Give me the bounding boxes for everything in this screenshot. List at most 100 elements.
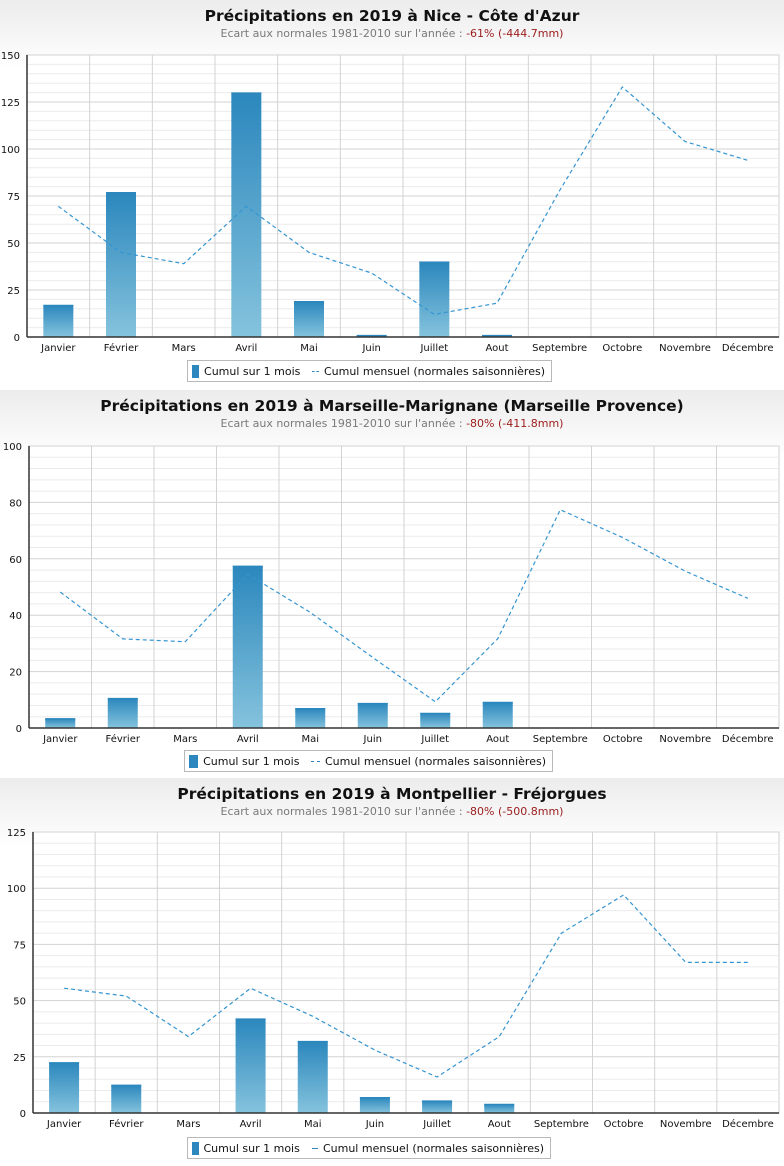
bar xyxy=(482,702,513,728)
x-tick-label: Aout xyxy=(488,1119,511,1130)
x-tick-label: Juin xyxy=(361,343,380,354)
y-tick-label: 75 xyxy=(13,940,26,951)
y-tick-label: 50 xyxy=(7,239,20,250)
bar xyxy=(49,1062,80,1113)
legend-line-label: Cumul mensuel (normales saisonnières) xyxy=(323,364,545,378)
y-tick-label: 20 xyxy=(9,668,22,679)
bar xyxy=(359,1097,390,1113)
legend-line-swatch xyxy=(311,1147,318,1149)
y-tick-label: 100 xyxy=(1,145,20,156)
x-tick-label: Avril xyxy=(240,1119,262,1130)
subtitle-delta: -80% (-411.8mm) xyxy=(466,417,564,430)
y-tick-label: 100 xyxy=(3,442,22,453)
chart-plot: 0 25 50 75 100 125 Janvier Février Mars Avril Mai J… xyxy=(7,828,780,1130)
y-tick-label: 0 xyxy=(14,333,20,344)
legend-bar-swatch xyxy=(192,1141,199,1155)
bar xyxy=(357,703,388,728)
bar xyxy=(232,565,263,728)
x-tick-label: Avril xyxy=(237,734,259,745)
normals-line xyxy=(64,894,748,1078)
subtitle-prefix: Ecart aux normales 1981-2010 sur l'année… xyxy=(220,417,463,430)
x-tick-label: Juin xyxy=(365,1119,384,1130)
legend-bar-label: Cumul sur 1 mois xyxy=(203,1141,300,1155)
bar xyxy=(422,1100,453,1113)
bar xyxy=(294,301,324,337)
x-tick-label: Aout xyxy=(486,734,509,745)
x-tick-label: Mars xyxy=(172,343,196,354)
legend-line-swatch xyxy=(312,370,319,372)
legend-bar-label: Cumul sur 1 mois xyxy=(204,364,301,378)
x-tick-label: Mars xyxy=(176,1119,200,1130)
normals-line xyxy=(57,86,748,316)
chart-plot: 0 25 50 75 100 125 150 Janvier Février Mars Avril M… xyxy=(1,51,780,354)
legend-line-label: Cumul mensuel (normales saisonnières) xyxy=(322,1141,544,1155)
chart-subtitle: Ecart aux normales 1981-2010 sur l'année… xyxy=(0,417,784,430)
chart-legend[interactable]: Cumul sur 1 mois Cumul mensuel (normales … xyxy=(184,750,553,772)
y-tick-label: 125 xyxy=(7,828,26,839)
legend-bar-label: Cumul sur 1 mois xyxy=(203,754,300,768)
x-tick-label: Avril xyxy=(235,343,257,354)
bar xyxy=(106,192,136,337)
chart-title: Précipitations en 2019 à Montpellier - F… xyxy=(177,785,607,803)
y-tick-label: 25 xyxy=(7,286,20,297)
x-tick-label: Septembre xyxy=(532,343,587,354)
y-tick-label: 75 xyxy=(7,192,20,203)
bar xyxy=(420,713,451,728)
chart-panel-marseille: Précipitations en 2019 à Marseille-Marig… xyxy=(0,390,784,776)
chart-title: Précipitations en 2019 à Nice - Côte d'A… xyxy=(204,7,580,25)
chart-panel-montpellier: Précipitations en 2019 à Montpellier - F… xyxy=(0,778,784,1166)
x-tick-label: Octobre xyxy=(604,1119,644,1130)
x-tick-label: Novembre xyxy=(659,343,711,354)
bar xyxy=(231,92,262,337)
subtitle-delta: -61% (-444.7mm) xyxy=(466,27,564,40)
x-tick-label: Février xyxy=(104,342,139,354)
bar xyxy=(419,261,450,337)
bar xyxy=(297,1041,328,1113)
chart-subtitle: Ecart aux normales 1981-2010 sur l'année… xyxy=(0,805,784,818)
bar xyxy=(484,1104,515,1113)
x-tick-label: Juillet xyxy=(419,343,448,354)
x-tick-label: Décembre xyxy=(722,1118,774,1130)
y-tick-label: 125 xyxy=(1,98,20,109)
subtitle-prefix: Ecart aux normales 1981-2010 sur l'année… xyxy=(220,805,463,818)
x-tick-label: Janvier xyxy=(42,734,78,745)
x-tick-label: Novembre xyxy=(660,1119,712,1130)
bar xyxy=(45,718,76,728)
x-tick-label: Juillet xyxy=(422,1119,451,1130)
x-tick-label: Mai xyxy=(304,1119,322,1130)
x-tick-label: Mars xyxy=(173,734,197,745)
chart-legend[interactable]: Cumul sur 1 mois Cumul mensuel (normales … xyxy=(187,1137,551,1159)
bar xyxy=(235,1018,266,1113)
chart-plot: 0 20 40 60 80 100 Janvier Février Mars Avril Mai Ju… xyxy=(3,442,780,745)
x-tick-label: Juillet xyxy=(420,734,449,745)
x-tick-label: Septembre xyxy=(534,1119,589,1130)
y-tick-label: 60 xyxy=(9,555,22,566)
y-tick-label: 0 xyxy=(20,1109,26,1120)
y-tick-label: 25 xyxy=(13,1053,26,1064)
y-tick-label: 50 xyxy=(13,997,26,1008)
x-tick-label: Décembre xyxy=(722,733,774,745)
y-tick-label: 80 xyxy=(9,498,22,509)
x-tick-label: Janvier xyxy=(46,1119,82,1130)
normals-line xyxy=(59,508,749,703)
x-tick-label: Juin xyxy=(363,734,382,745)
legend-bar-swatch xyxy=(189,754,199,768)
chart-legend[interactable]: Cumul sur 1 mois Cumul mensuel (normales … xyxy=(187,360,552,382)
x-tick-label: Novembre xyxy=(659,734,711,745)
chart-title: Précipitations en 2019 à Marseille-Marig… xyxy=(100,397,684,415)
legend-line-swatch xyxy=(311,760,320,762)
chart-panel-nice: Précipitations en 2019 à Nice - Côte d'A… xyxy=(0,0,784,388)
subtitle-prefix: Ecart aux normales 1981-2010 sur l'année… xyxy=(220,27,463,40)
x-tick-label: Octobre xyxy=(602,343,642,354)
x-tick-label: Mai xyxy=(300,343,318,354)
x-tick-label: Aout xyxy=(485,343,508,354)
x-tick-label: Janvier xyxy=(40,343,76,354)
y-tick-label: 40 xyxy=(9,611,22,622)
legend-bar-swatch xyxy=(192,364,200,378)
chart-subtitle: Ecart aux normales 1981-2010 sur l'année… xyxy=(0,27,784,40)
y-tick-label: 100 xyxy=(7,884,26,895)
legend-line-label: Cumul mensuel (normales saisonnières) xyxy=(324,754,546,768)
x-tick-label: Février xyxy=(109,1118,144,1130)
x-tick-label: Février xyxy=(106,733,141,745)
bar xyxy=(43,305,74,337)
